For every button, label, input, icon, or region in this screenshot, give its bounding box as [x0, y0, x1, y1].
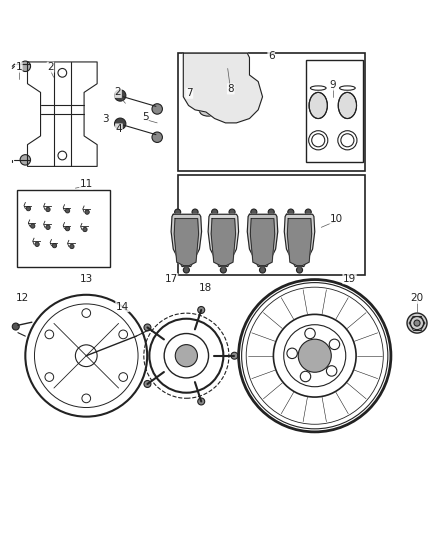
Circle shape [192, 209, 198, 215]
Polygon shape [247, 214, 278, 266]
Text: 1: 1 [15, 62, 22, 72]
Ellipse shape [309, 92, 327, 118]
Circle shape [198, 398, 205, 405]
Text: 2: 2 [47, 62, 54, 72]
Circle shape [231, 352, 238, 359]
Circle shape [115, 90, 126, 101]
Text: 14: 14 [116, 302, 129, 312]
Circle shape [251, 209, 257, 215]
Text: 2: 2 [115, 87, 121, 98]
Circle shape [46, 207, 50, 212]
Circle shape [152, 132, 162, 142]
Polygon shape [251, 219, 275, 265]
Text: 7: 7 [186, 88, 193, 98]
Bar [306, 60, 363, 162]
Circle shape [65, 208, 70, 213]
Circle shape [305, 209, 311, 215]
Circle shape [144, 324, 151, 331]
Text: 19: 19 [343, 273, 356, 284]
Circle shape [407, 313, 427, 333]
Circle shape [288, 209, 294, 215]
Circle shape [297, 267, 303, 273]
Circle shape [220, 267, 226, 273]
Polygon shape [184, 53, 262, 123]
Bar [178, 53, 365, 171]
Circle shape [70, 244, 74, 249]
Text: 18: 18 [198, 283, 212, 293]
Circle shape [229, 209, 235, 215]
Circle shape [20, 61, 31, 71]
Bar [178, 175, 365, 275]
Polygon shape [174, 219, 198, 265]
Text: 3: 3 [102, 114, 109, 124]
Circle shape [175, 345, 198, 367]
Polygon shape [284, 214, 315, 266]
Circle shape [12, 323, 19, 330]
Circle shape [46, 225, 50, 230]
Text: 5: 5 [142, 112, 148, 122]
Circle shape [198, 306, 205, 313]
Bar [17, 190, 110, 266]
Circle shape [175, 209, 181, 215]
Circle shape [31, 224, 35, 228]
Circle shape [26, 206, 31, 211]
Circle shape [35, 242, 39, 246]
Circle shape [85, 210, 89, 214]
Ellipse shape [225, 105, 242, 116]
Circle shape [298, 339, 331, 372]
Circle shape [184, 267, 189, 273]
Circle shape [184, 77, 197, 90]
Text: 8: 8 [227, 84, 234, 94]
Circle shape [52, 244, 57, 248]
Circle shape [220, 59, 225, 64]
Circle shape [224, 61, 231, 68]
Text: 20: 20 [410, 293, 424, 303]
Text: 13: 13 [80, 273, 93, 284]
Polygon shape [287, 219, 312, 265]
Circle shape [144, 381, 151, 387]
Text: 12: 12 [16, 293, 29, 303]
Text: 9: 9 [330, 80, 336, 90]
Text: 4: 4 [116, 124, 122, 134]
Circle shape [414, 320, 420, 326]
Circle shape [65, 227, 70, 231]
Circle shape [268, 209, 274, 215]
Polygon shape [171, 214, 201, 266]
Circle shape [212, 209, 218, 215]
Ellipse shape [199, 105, 217, 116]
Text: 11: 11 [80, 179, 93, 189]
Polygon shape [211, 219, 236, 265]
Circle shape [259, 267, 265, 273]
Circle shape [242, 83, 253, 93]
Circle shape [83, 228, 87, 232]
Circle shape [20, 155, 31, 165]
Ellipse shape [338, 92, 357, 118]
Circle shape [115, 118, 126, 130]
Text: 17: 17 [165, 273, 178, 284]
Text: 10: 10 [330, 214, 343, 224]
Polygon shape [208, 214, 239, 266]
Circle shape [152, 104, 162, 114]
Text: 6: 6 [268, 51, 275, 61]
